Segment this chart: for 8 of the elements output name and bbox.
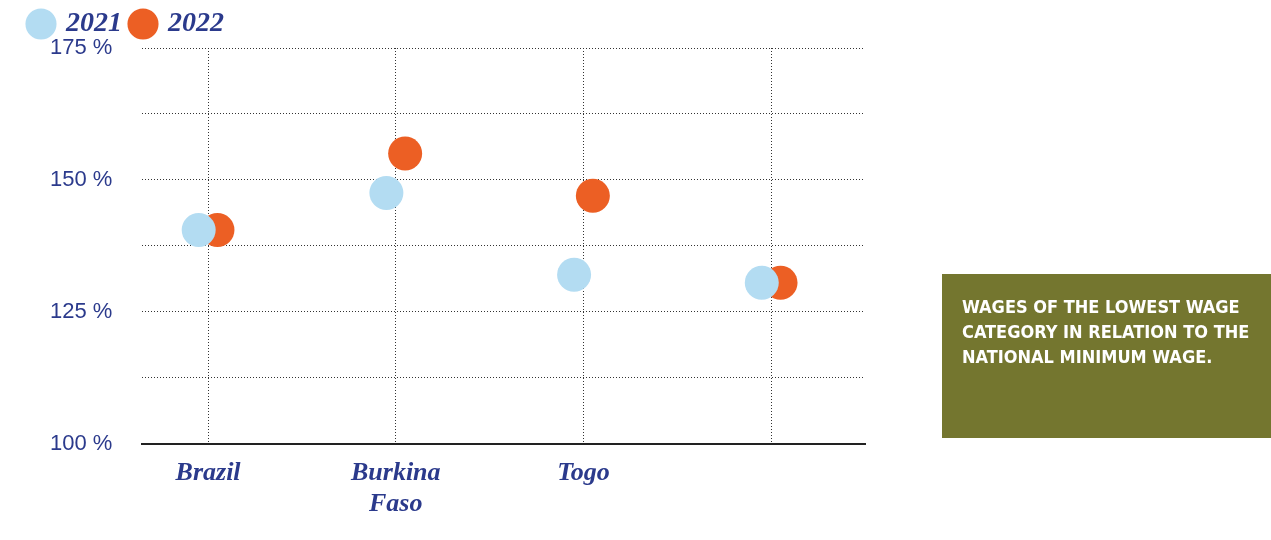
text: WAGES OF THE LOWEST WAGE CATEGORY IN RELATION TO THE NATIONAL MINIMUM WAGE. [942,274,1271,438]
y-tick-label: 150 % [49,165,113,191]
x-tick-label: Togo [557,456,610,486]
x-tick-label: Burkina Faso [349,456,441,518]
legend-label: 2022 [167,6,224,38]
x-tick-label: Brazil [174,456,242,486]
y-tick-label: 125 % [49,297,113,323]
y-tick-label: 100 % [49,429,113,455]
